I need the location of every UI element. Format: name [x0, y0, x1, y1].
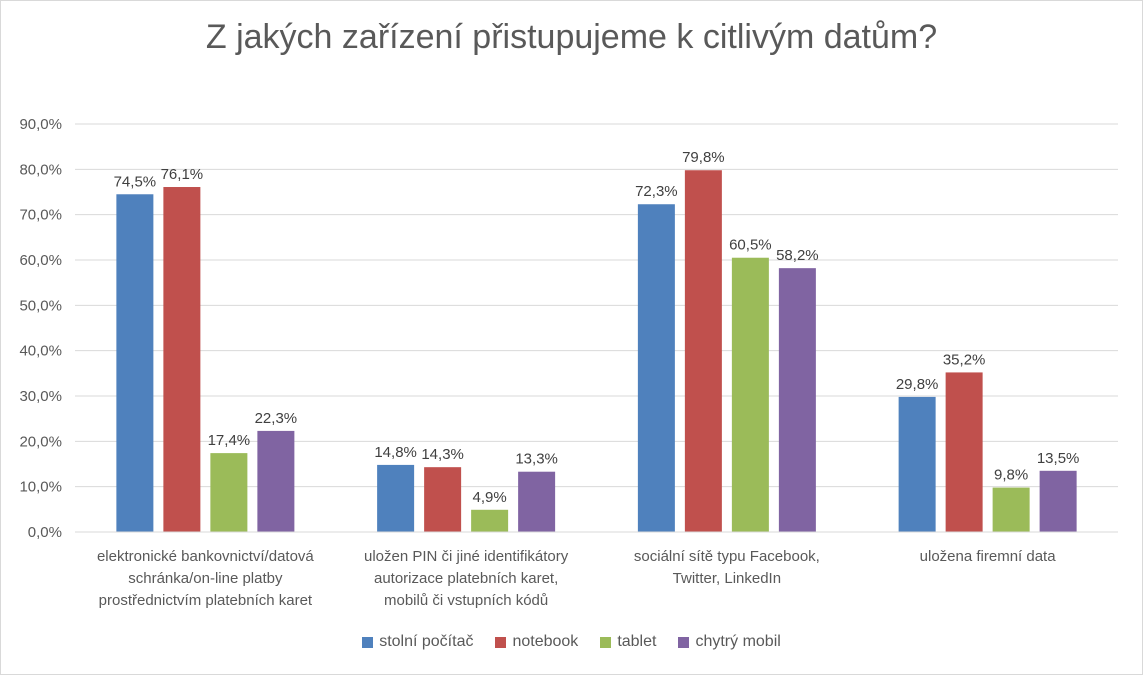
legend-swatch	[362, 636, 374, 648]
bar	[471, 509, 509, 532]
x-category-label: Twitter, LinkedIn	[673, 570, 781, 587]
data-label: 17,4%	[208, 432, 251, 449]
x-category-label: prostřednictvím platebních karet	[99, 592, 313, 609]
data-label: 13,5%	[1037, 450, 1080, 467]
data-label: 22,3%	[255, 410, 298, 427]
data-label: 76,1%	[161, 166, 204, 183]
legend-swatch	[678, 636, 690, 648]
x-category-label: sociální sítě typu Facebook,	[634, 548, 820, 565]
x-category-label: uložen PIN či jiné identifikátory	[364, 548, 569, 565]
bar	[731, 257, 769, 532]
bar	[518, 471, 556, 532]
bar	[945, 372, 983, 532]
data-label: 79,8%	[682, 149, 725, 166]
y-tick-label: 80,0%	[19, 161, 62, 178]
bar	[257, 430, 295, 532]
bar	[684, 170, 722, 533]
y-tick-label: 40,0%	[19, 343, 62, 360]
y-tick-label: 20,0%	[19, 433, 62, 450]
bar	[1039, 470, 1077, 532]
x-category-label: autorizace platebních karet,	[374, 570, 558, 587]
bar	[116, 194, 154, 532]
bar	[163, 187, 201, 532]
data-label: 13,3%	[515, 451, 558, 468]
x-category-label: elektronické bankovnictví/datová	[97, 548, 314, 565]
data-label: 14,8%	[374, 444, 417, 461]
data-label: 60,5%	[729, 237, 772, 254]
x-category-label: uložena firemní data	[920, 548, 1057, 565]
data-label: 14,3%	[421, 446, 464, 463]
legend-item: stolní počítač	[362, 633, 473, 651]
legend-item: chytrý mobil	[678, 633, 781, 651]
data-label: 58,2%	[776, 247, 819, 264]
data-label: 9,8%	[994, 467, 1028, 484]
bar	[898, 396, 936, 532]
data-label: 74,5%	[114, 173, 157, 190]
y-tick-label: 90,0%	[19, 116, 62, 133]
bar	[637, 204, 675, 533]
legend-item: notebook	[495, 633, 578, 651]
y-tick-label: 10,0%	[19, 479, 62, 496]
data-label: 35,2%	[943, 351, 986, 368]
legend-label: stolní počítač	[379, 633, 474, 650]
data-label: 72,3%	[635, 183, 678, 200]
legend-swatch	[600, 636, 612, 648]
legend-label: notebook	[512, 633, 579, 650]
y-tick-label: 50,0%	[19, 297, 62, 314]
bar	[778, 268, 816, 532]
y-tick-label: 0,0%	[28, 524, 62, 541]
data-label: 4,9%	[473, 489, 507, 506]
bar	[377, 464, 415, 532]
bar	[210, 453, 248, 532]
data-label: 29,8%	[896, 376, 939, 393]
legend-swatch	[495, 636, 507, 648]
y-tick-label: 30,0%	[19, 388, 62, 405]
chart-title: Z jakých zařízení přistupujeme k citlivý…	[205, 18, 938, 56]
bar	[992, 487, 1030, 532]
legend: stolní počítač notebook tablet chytrý mobil	[0, 633, 1143, 651]
legend-item: tablet	[600, 633, 656, 651]
legend-label: chytrý mobil	[695, 633, 781, 650]
y-tick-label: 70,0%	[19, 207, 62, 224]
legend-label: tablet	[617, 633, 657, 650]
x-category-label: mobilů či vstupních kódů	[384, 592, 548, 609]
bar	[424, 467, 462, 532]
y-tick-label: 60,0%	[19, 252, 62, 269]
x-category-label: schránka/on-line platby	[128, 570, 283, 587]
